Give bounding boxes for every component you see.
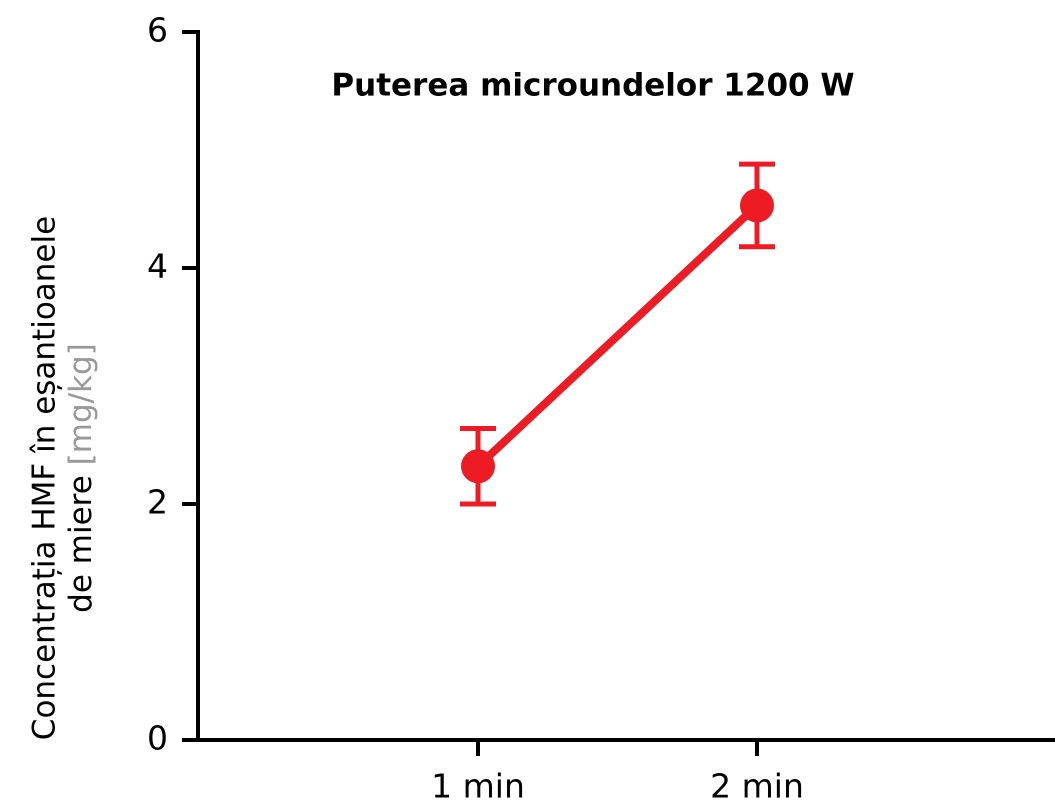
data-point [461,449,495,484]
data-line [475,202,760,470]
y-tick-label: 6 [147,11,168,50]
x-tick-label: 1 min [431,767,525,806]
y-tick-label: 4 [147,247,168,286]
y-axis-label-line: de miere [63,475,99,613]
chart-title: Puterea microundelor 1200 W [331,68,854,104]
data-point [740,188,774,223]
y-axis-label: Concentrația HMF în eșantioanele [27,216,63,740]
y-axis-unit: [mg/kg] [63,343,99,465]
y-axis-label: de miere [mg/kg] [63,343,99,613]
y-tick-label: 2 [147,483,168,522]
y-tick-label: 0 [147,719,168,758]
x-tick-label: 2 min [710,767,804,806]
